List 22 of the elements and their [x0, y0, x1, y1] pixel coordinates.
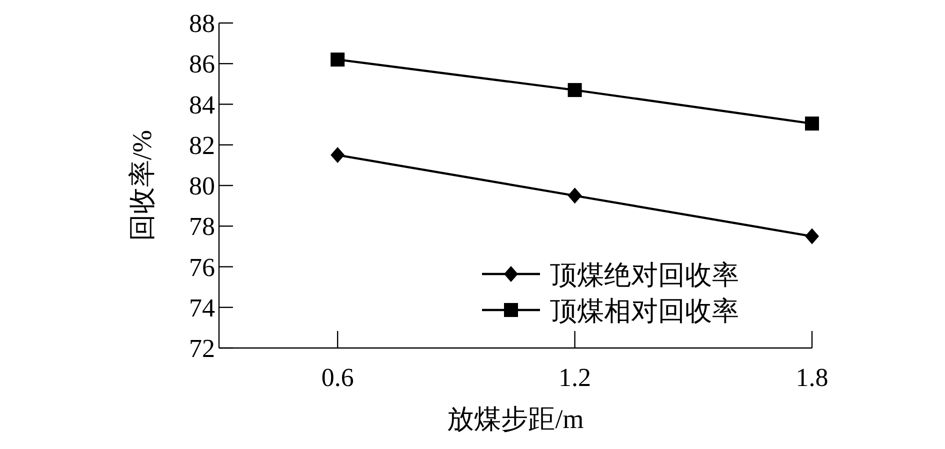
y-tick-label: 82 [189, 130, 215, 160]
point [568, 83, 582, 98]
x-tick-label: 1.8 [796, 363, 828, 392]
y-axis-title: 回收率/% [127, 130, 157, 241]
x-tick-label: 1.2 [558, 363, 592, 392]
legend-label: 顶煤相对回收率 [550, 296, 739, 326]
x-tick-label: 0.6 [321, 363, 354, 392]
y-tick-label: 84 [189, 90, 215, 120]
y-tick-label: 80 [189, 172, 215, 200]
point [330, 52, 345, 67]
point [805, 116, 819, 131]
point [805, 228, 819, 244]
y-tick-label: 86 [189, 50, 215, 79]
y-tick-label: 74 [189, 293, 215, 322]
y-tick-label: 72 [189, 334, 215, 363]
x-axis-title: 放煤步距/m [447, 404, 584, 434]
y-tick-label: 76 [189, 252, 215, 282]
legend-label: 顶煤绝对回收率 [550, 260, 739, 290]
y-tick-label: 78 [189, 212, 215, 242]
y-tick-label: 88 [189, 9, 215, 38]
point [330, 147, 345, 164]
point [568, 188, 582, 204]
